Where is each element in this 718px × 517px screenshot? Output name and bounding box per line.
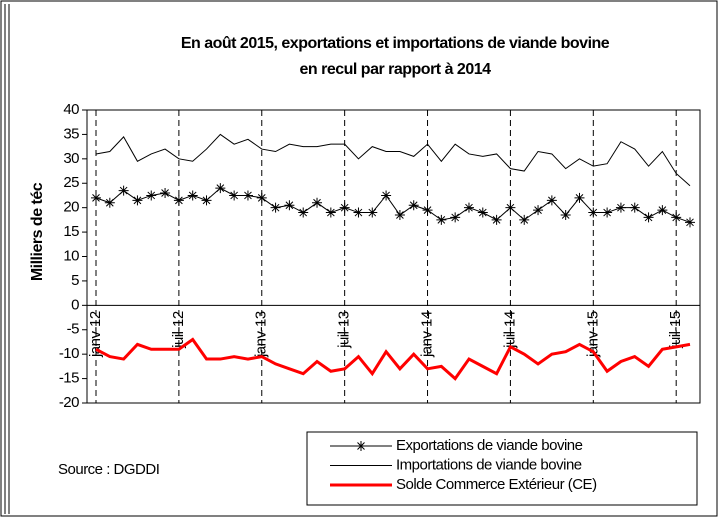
marker — [270, 202, 281, 213]
marker — [463, 202, 474, 213]
marker — [173, 195, 184, 206]
marker — [560, 209, 571, 220]
marker — [546, 195, 557, 206]
marker — [242, 190, 253, 201]
marker — [588, 207, 599, 218]
marker — [615, 202, 626, 213]
y-tick-label: 0 — [71, 296, 79, 313]
chart-title: En août 2015, exportations et importatio… — [181, 35, 610, 52]
marker — [353, 207, 364, 218]
y-tick-label: 20 — [63, 199, 79, 216]
marker — [394, 209, 405, 220]
marker — [381, 190, 392, 201]
marker — [229, 190, 240, 201]
marker — [104, 197, 115, 208]
y-tick-label: -10 — [59, 345, 79, 362]
marker — [367, 207, 378, 218]
x-tick-label: janv-15 — [584, 311, 601, 358]
marker — [339, 202, 350, 213]
marker — [132, 195, 143, 206]
y-tick-label: 40 — [63, 101, 79, 118]
marker — [201, 195, 212, 206]
marker — [657, 205, 668, 216]
marker — [436, 214, 447, 225]
marker — [671, 212, 682, 223]
x-tick-label: janv-14 — [419, 311, 436, 358]
series-line — [95, 337, 691, 381]
x-tick-label: juil-14 — [501, 311, 518, 349]
chart-title: en recul par rapport à 2014 — [299, 61, 491, 78]
y-axis-label: Milliers de téc — [29, 182, 46, 281]
marker — [602, 207, 613, 218]
y-tick-label: 30 — [63, 150, 79, 167]
marker — [574, 192, 585, 203]
marker — [491, 214, 502, 225]
legend-label: Importations de viande bovine — [396, 456, 582, 473]
y-tick-label: 10 — [63, 247, 79, 264]
marker — [118, 185, 129, 196]
marker — [477, 207, 488, 218]
y-tick-label: -20 — [59, 394, 79, 411]
marker — [629, 202, 640, 213]
marker — [685, 217, 695, 228]
marker — [298, 207, 309, 218]
x-tick-label: juil-13 — [336, 311, 353, 349]
marker — [256, 192, 267, 203]
legend-label: Exportations de viande bovine — [396, 437, 583, 454]
legend-label: Solde Commerce Extérieur (CE) — [396, 476, 597, 493]
marker — [215, 183, 226, 194]
y-tick-label: 25 — [63, 174, 79, 191]
source: Source : DGDDI — [58, 461, 159, 478]
x-tick-label: juil-15 — [667, 311, 684, 349]
marker — [422, 205, 433, 216]
x-tick-label: juil-12 — [170, 311, 187, 349]
y-tick-label: 15 — [63, 223, 79, 240]
marker — [450, 212, 461, 223]
y-tick-label: -15 — [59, 370, 79, 387]
y-tick-label: -5 — [67, 321, 79, 338]
marker — [91, 192, 101, 203]
marker — [505, 202, 516, 213]
marker — [325, 207, 336, 218]
legend-marker — [356, 441, 366, 451]
legend — [306, 431, 698, 506]
marker — [519, 214, 530, 225]
marker — [533, 205, 544, 216]
series-line — [95, 133, 691, 187]
x-tick-label: janv-12 — [87, 311, 104, 358]
plot-area — [86, 109, 701, 404]
marker — [187, 190, 198, 201]
marker — [408, 200, 419, 211]
marker — [146, 190, 157, 201]
marker — [284, 200, 295, 211]
y-tick-label: 35 — [63, 125, 79, 142]
marker — [643, 212, 654, 223]
x-tick-label: janv-13 — [253, 311, 270, 358]
marker — [160, 188, 171, 199]
marker — [312, 197, 323, 208]
y-tick-label: 5 — [71, 272, 79, 289]
